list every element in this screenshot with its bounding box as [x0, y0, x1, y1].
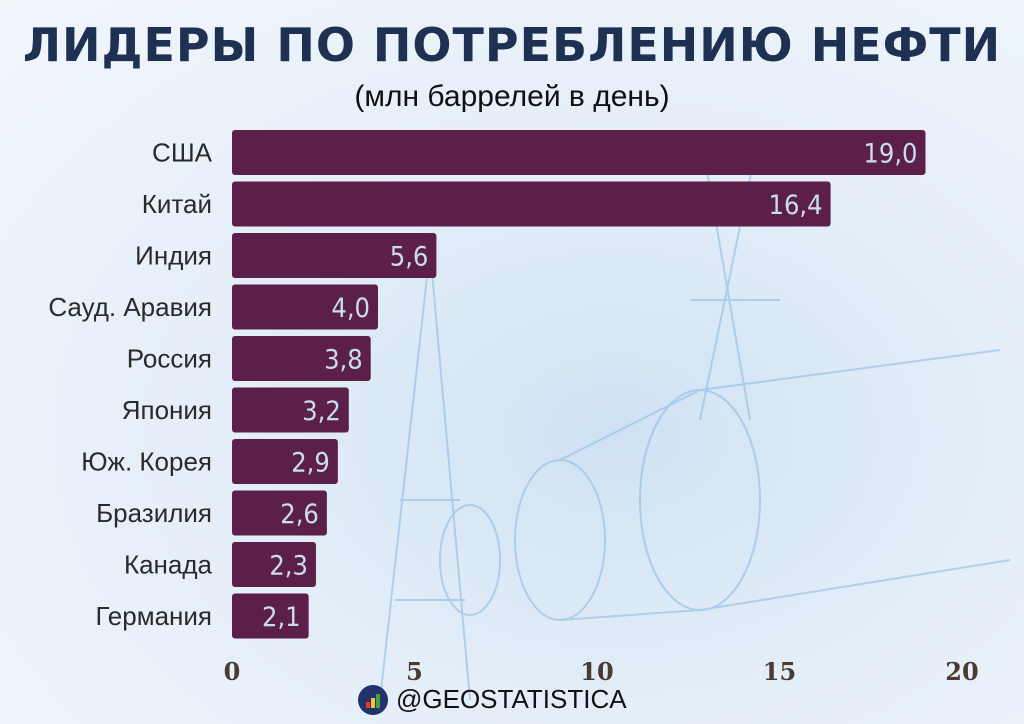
value-label: 3,2	[302, 396, 341, 427]
value-label: 2,1	[262, 602, 301, 633]
chart-title: ЛИДЕРЫ ПО ПОТРЕБЛЕНИЮ НЕФТИ	[22, 18, 1002, 72]
value-label: 16,4	[769, 190, 823, 221]
value-label: 19,0	[863, 139, 917, 170]
value-label: 2,9	[291, 448, 330, 479]
x-tick-label: 5	[406, 657, 423, 686]
bar-1	[232, 130, 926, 175]
x-tick-label: 0	[224, 657, 241, 686]
bar-2	[232, 181, 831, 227]
footer-handle: @GEOSTATISTICA	[396, 684, 627, 714]
x-tick-label: 10	[580, 657, 613, 686]
category-label: Китай	[142, 189, 212, 219]
value-label: 2,3	[269, 551, 308, 582]
value-label: 3,8	[324, 345, 363, 376]
x-tick-label: 15	[763, 657, 796, 686]
bar-4	[232, 284, 378, 330]
value-label: 5,6	[390, 242, 429, 273]
category-label: Германия	[95, 601, 212, 631]
chart-subtitle: (млн баррелей в день)	[354, 80, 670, 113]
bar-9	[232, 542, 316, 587]
category-label: Сауд. Аравия	[48, 292, 212, 322]
bar-6	[232, 387, 349, 433]
category-label: Бразилия	[96, 498, 212, 528]
category-label: Юж. Корея	[81, 447, 212, 477]
bar-chart-logo-icon	[358, 684, 388, 715]
value-label: 4,0	[331, 293, 370, 324]
category-label: США	[152, 138, 213, 168]
footer: @GEOSTATISTICA	[358, 684, 627, 715]
category-label: Россия	[127, 344, 212, 374]
x-tick-label: 20	[945, 657, 978, 686]
bar-8	[232, 490, 327, 536]
category-label: Индия	[135, 241, 212, 271]
category-label: Канада	[124, 550, 213, 580]
value-label: 2,6	[280, 499, 319, 530]
category-label: Япония	[122, 395, 212, 425]
bar-7	[232, 439, 338, 484]
bar-10	[232, 593, 309, 639]
bar-5	[232, 336, 371, 381]
bar-3	[232, 233, 437, 278]
